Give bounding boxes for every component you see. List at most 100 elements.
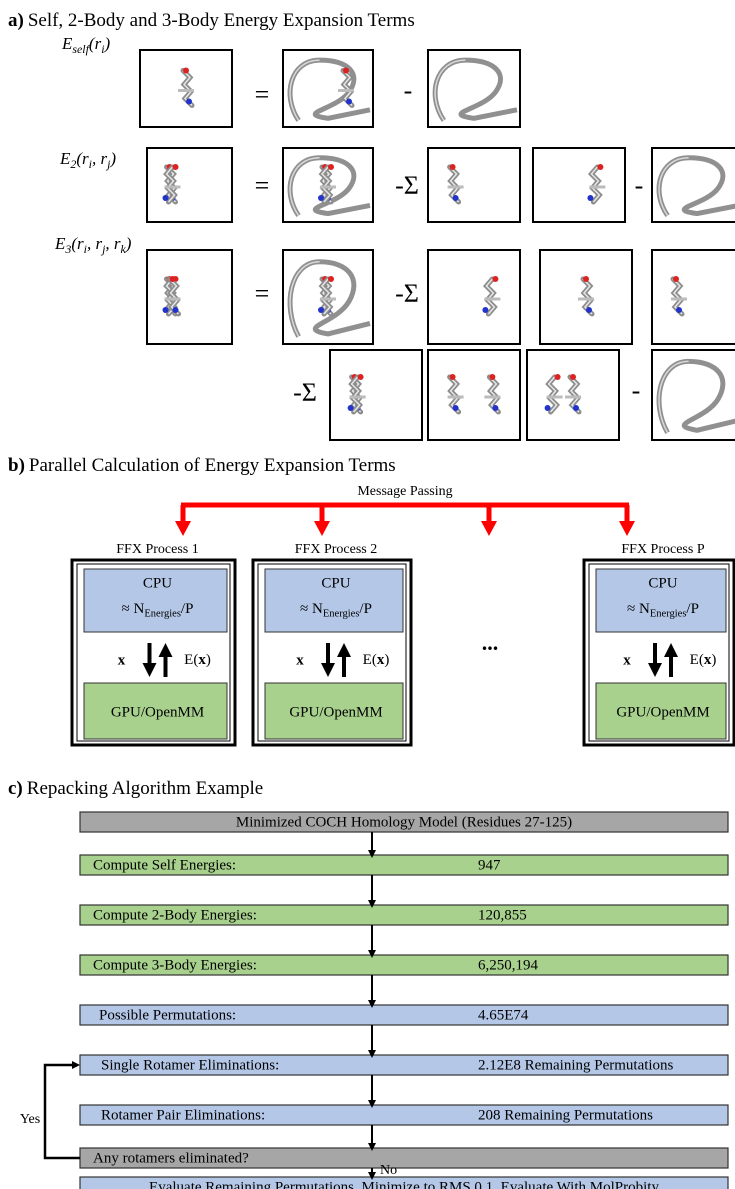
text-part: , r — [105, 234, 121, 253]
text-part: (r — [76, 149, 89, 168]
structure-image — [540, 250, 632, 344]
text-part: Energies — [144, 609, 181, 620]
structure-image — [428, 148, 520, 222]
operator: - — [404, 76, 413, 105]
text-part: E( — [184, 652, 198, 668]
process-label: FFX Process 1 — [116, 542, 198, 557]
step-value: 947 — [478, 857, 501, 873]
step-label: Any rotamers eliminated? — [93, 1150, 249, 1166]
structure-image — [283, 250, 373, 344]
message-arrowhead — [314, 521, 330, 536]
text-part: self — [72, 42, 90, 56]
message-arrowhead — [619, 521, 635, 536]
text-part: ) — [711, 652, 716, 668]
operator: - — [632, 376, 641, 405]
oxygen — [450, 164, 456, 170]
nitrogen — [346, 99, 352, 105]
nitrogen — [545, 405, 551, 411]
operator: -Σ — [293, 378, 317, 407]
cpu-label: CPU — [143, 575, 172, 591]
step-value: 2.12E8 Remaining Permutations — [478, 1057, 674, 1073]
panel-title: a)Self, 2-Body and 3-Body Energy Expansi… — [8, 10, 415, 31]
step-value: 120,855 — [478, 907, 527, 923]
step-value: 6,250,194 — [478, 957, 539, 973]
structure-image — [428, 350, 520, 440]
text-part: (r — [71, 234, 84, 253]
receive-label: E(x) — [184, 652, 211, 668]
text-part: /P — [359, 601, 372, 617]
image-frame — [428, 250, 520, 344]
panel-label: c) — [8, 778, 23, 799]
oxygen — [492, 276, 498, 282]
nitrogen — [186, 99, 192, 105]
receive-label: E(x) — [363, 652, 390, 668]
operator: = — [255, 279, 270, 308]
step-label: Compute Self Energies: — [93, 857, 236, 873]
receive-label: E(x) — [690, 652, 717, 668]
oxygen — [450, 374, 456, 380]
image-frame — [428, 148, 520, 222]
nitrogen — [163, 307, 169, 313]
gpu-label: GPU/OpenMM — [111, 704, 204, 720]
step-value: 208 Remaining Permutations — [478, 1107, 653, 1123]
oxygen — [489, 374, 495, 380]
operator: = — [255, 171, 270, 200]
cpu-label: CPU — [321, 575, 350, 591]
step-label: Compute 3-Body Energies: — [93, 957, 257, 973]
panel-title-text: Parallel Calculation of Energy Expansion… — [29, 455, 396, 476]
nitrogen — [348, 405, 354, 411]
oxygen — [183, 68, 189, 74]
structure-image — [428, 250, 520, 344]
oxygen — [170, 276, 176, 282]
send-label: x — [296, 652, 304, 668]
page: a)Self, 2-Body and 3-Body Energy Expansi… — [0, 0, 735, 1189]
nitrogen — [453, 195, 459, 201]
energy-term: Eself(ri) — [61, 34, 111, 56]
text-part: /P — [686, 601, 699, 617]
panel-title-text: Self, 2-Body and 3-Body Energy Expansion… — [28, 10, 415, 31]
energy-term: E3(ri, rj, rk) — [54, 234, 132, 256]
nitrogen — [453, 405, 459, 411]
step-label: Minimized COCH Homology Model (Residues … — [236, 814, 572, 830]
text-part: ≈ N — [300, 601, 323, 617]
structure-image — [652, 350, 735, 440]
structure-image — [527, 350, 619, 440]
panel-title: c)Repacking Algorithm Example — [8, 778, 263, 799]
image-frame — [147, 250, 232, 344]
oxygen — [328, 276, 334, 282]
image-frame — [330, 350, 422, 440]
structure-image — [283, 148, 373, 222]
send-label: x — [118, 652, 126, 668]
text-part: , r — [92, 149, 108, 168]
text-part: ) — [104, 34, 111, 53]
send-label: x — [623, 652, 631, 668]
nitrogen — [173, 307, 179, 313]
text-part: ≈ N — [627, 601, 650, 617]
text-part: Energies — [650, 609, 687, 620]
oxygen — [555, 374, 561, 380]
message-label: Message Passing — [357, 484, 452, 499]
text-part: E( — [690, 652, 704, 668]
oxygen — [673, 276, 679, 282]
panel-label: a) — [8, 10, 24, 31]
nitrogen — [676, 307, 682, 313]
structure-image — [652, 250, 735, 344]
gpu-label: GPU/OpenMM — [289, 704, 382, 720]
oxygen — [570, 374, 576, 380]
text-part: ) — [384, 652, 389, 668]
oxygen — [358, 374, 364, 380]
structure-image — [533, 148, 625, 222]
panel-title-text: Repacking Algorithm Example — [27, 778, 263, 799]
step-label: Single Rotamer Eliminations: — [101, 1057, 279, 1073]
structure-image — [330, 350, 422, 440]
structure-image — [283, 50, 373, 127]
energy-term: E2(ri, rj) — [59, 149, 116, 171]
image-frame — [147, 148, 232, 222]
nitrogen — [573, 405, 579, 411]
operator: -Σ — [395, 279, 419, 308]
structure-image — [140, 50, 232, 127]
oxygen — [597, 164, 603, 170]
message-arrowhead — [175, 521, 191, 536]
image-frame — [533, 148, 625, 222]
text-part: E( — [363, 652, 377, 668]
